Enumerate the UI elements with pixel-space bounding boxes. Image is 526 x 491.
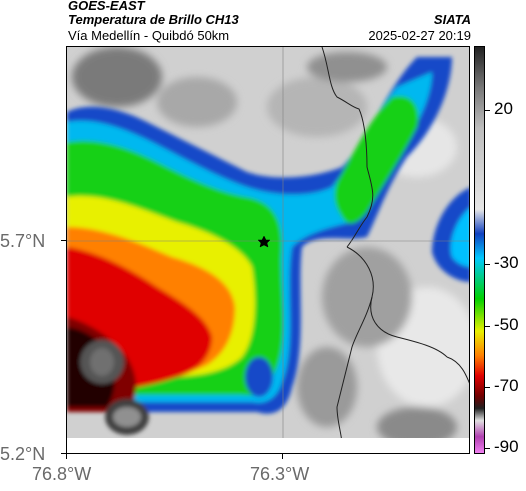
star-marker <box>257 235 271 248</box>
satellite-title: GOES-EAST <box>68 0 145 13</box>
colorbar-tick-minus30 <box>485 264 490 265</box>
colorbar-tick-20 <box>485 110 490 111</box>
border-line-edge <box>446 356 469 384</box>
boundaries <box>321 47 469 453</box>
lon-tick-76.8 <box>66 454 67 459</box>
no-data-strip <box>67 438 469 453</box>
colorbar-label-20: 20 <box>494 99 513 118</box>
colorbar-tick-minus50 <box>485 326 490 327</box>
lon-tick-76.3 <box>282 454 283 459</box>
product-title: Temperatura de Brillo CH13 <box>68 12 239 27</box>
colorbar-label-minus90: -90 <box>494 437 519 456</box>
colorbar <box>474 46 485 454</box>
timestamp-label: 2025-02-27 20:19 <box>368 28 471 43</box>
lon-label-76.3: 76.3°W <box>250 464 310 484</box>
satellite-map <box>66 46 470 454</box>
lat-label-5.7: 5.7°N <box>0 231 46 251</box>
lon-label-76.8: 76.8°W <box>32 464 92 484</box>
colorbar-tick-minus90 <box>485 448 490 449</box>
lat-tick-5.7 <box>61 240 66 241</box>
colorbar-label-minus30: -30 <box>494 253 519 272</box>
location-title: Vía Medellín - Quibdó 50km <box>68 28 230 43</box>
lat-label-5.2: 5.2°N <box>0 444 46 464</box>
border-line-east <box>346 246 448 358</box>
lat-tick-5.2 <box>61 453 66 454</box>
cloud-field <box>67 57 469 435</box>
colorbar-tick-minus70 <box>485 387 490 388</box>
organization-label: SIATA <box>433 12 471 27</box>
border-line-south <box>336 296 373 453</box>
border-line-north <box>321 47 374 248</box>
colorbar-label-minus50: -50 <box>494 315 519 334</box>
map-image <box>67 47 469 453</box>
colorbar-label-minus70: -70 <box>494 376 519 395</box>
